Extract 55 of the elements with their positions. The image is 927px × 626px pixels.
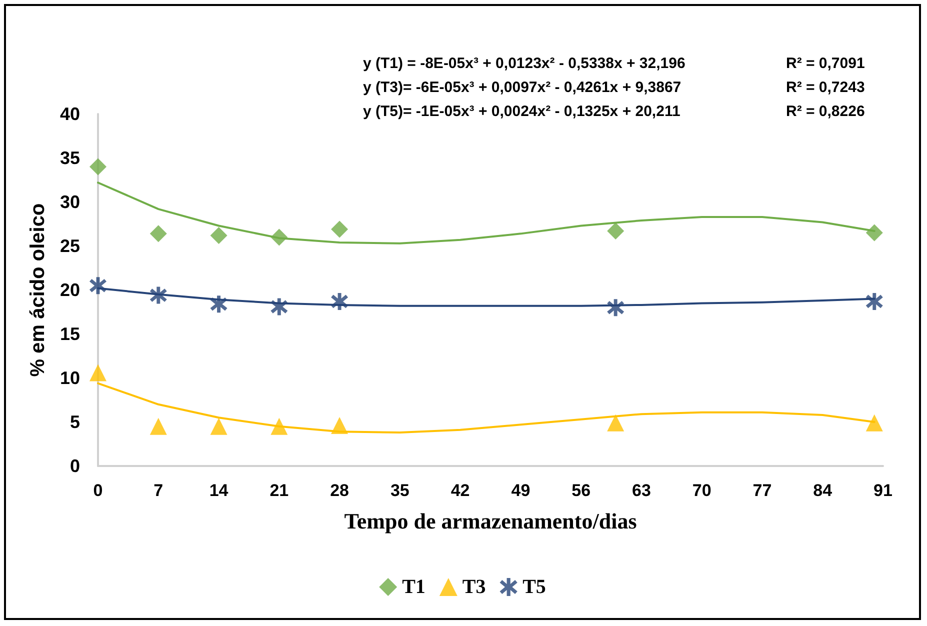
point — [90, 277, 106, 294]
y-tick-label: 25 — [60, 236, 80, 256]
point — [607, 299, 624, 316]
x-tick-label: 56 — [572, 481, 591, 500]
x-tick-label: 70 — [692, 481, 712, 500]
point — [607, 414, 624, 432]
text: R² = 0,7243 — [786, 79, 865, 96]
legend-label: T3 — [462, 576, 486, 598]
point — [210, 296, 228, 313]
legend-label: T5 — [522, 576, 546, 598]
x-tick-label: 21 — [270, 481, 289, 500]
y-tick-label: 30 — [60, 192, 80, 212]
point — [331, 417, 348, 434]
point — [866, 414, 883, 432]
x-tick-label: 84 — [813, 481, 833, 500]
point — [270, 298, 288, 316]
point — [210, 226, 228, 244]
y-axis-title: % em ácido oleico — [27, 203, 49, 377]
x-tick-label: 35 — [390, 481, 410, 500]
y-tick-label: 15 — [60, 324, 80, 344]
point — [607, 222, 624, 240]
x-tick-label: 14 — [209, 481, 229, 500]
y-tick-label: 10 — [60, 368, 80, 388]
x-tick-label: 63 — [632, 481, 651, 500]
x-tick-label: 28 — [330, 481, 349, 500]
point — [866, 292, 883, 310]
y-tick-label: 0 — [70, 456, 80, 476]
annotation: R² = 0,8226 — [786, 103, 865, 120]
x-tick-label: 42 — [450, 481, 470, 500]
y-tick-label: 35 — [60, 148, 80, 168]
point — [150, 418, 167, 435]
x-tick-label: 7 — [154, 481, 164, 500]
x-tick-label: 49 — [511, 481, 530, 500]
x-tick-label: 0 — [93, 481, 103, 500]
point — [270, 228, 288, 246]
text: y (T3)= -6E-05x³ + 0,0097x² - 0,4261x + 9,3867 — [363, 79, 682, 96]
annotation: y (T5)= -1E-05x³ + 0,0024x² - 0,1325x + 20,211 — [363, 103, 680, 120]
point — [150, 225, 167, 242]
point — [210, 418, 228, 435]
point — [270, 418, 288, 435]
x-tick-label: 91 — [874, 481, 892, 500]
text: R² = 0,7091 — [786, 55, 865, 72]
x-axis-title: Tempo de armazenamento/dias — [344, 508, 638, 534]
y-tick-label: 5 — [70, 412, 80, 432]
y-tick-label: 40 — [60, 104, 80, 124]
y-tick-label: 20 — [60, 280, 80, 300]
legend-label: T1 — [402, 576, 426, 598]
text: y (T1) = -8E-05x³ + 0,0123x² - 0,5338x + 32,196 — [363, 55, 686, 72]
point — [90, 158, 106, 176]
point — [866, 224, 883, 242]
x-tick-label: 77 — [752, 481, 772, 500]
point — [331, 292, 348, 310]
point — [331, 220, 348, 238]
point — [90, 364, 106, 382]
point — [150, 286, 167, 304]
